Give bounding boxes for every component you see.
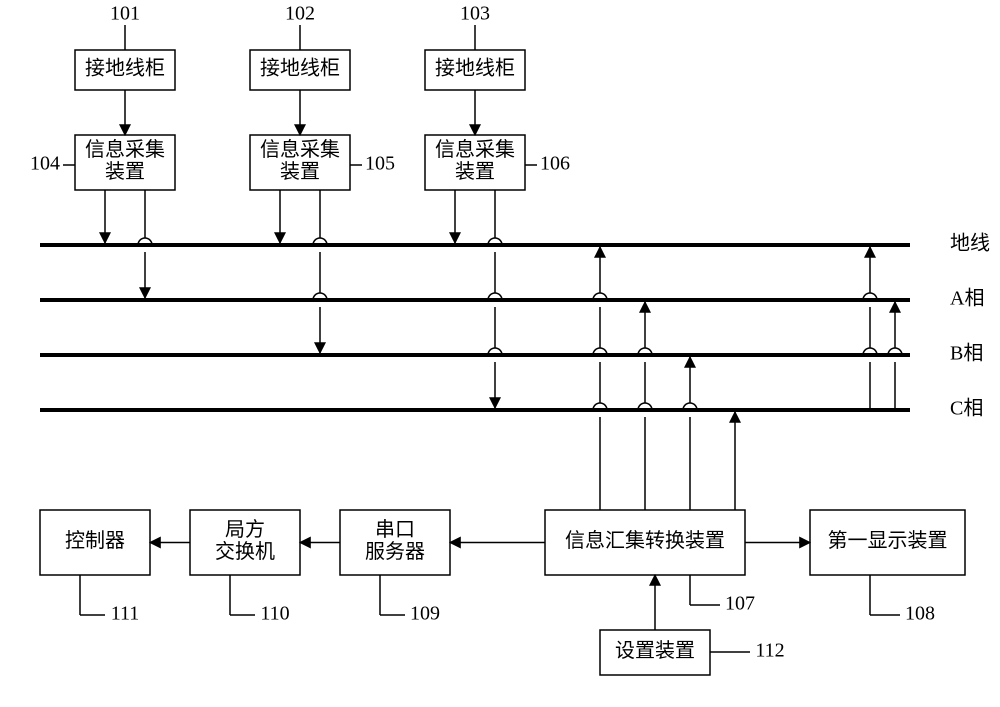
node-label: 接地线柜 bbox=[85, 57, 165, 80]
node-label: 第一显示装置 bbox=[828, 529, 948, 552]
bus-label: B相 bbox=[950, 342, 983, 365]
node-label: 接地线柜 bbox=[260, 57, 340, 80]
node-label: 局方 bbox=[225, 518, 265, 541]
ref-num: 102 bbox=[285, 3, 315, 25]
ref-num: 106 bbox=[540, 153, 570, 175]
ref-num: 110 bbox=[260, 603, 289, 625]
node-label: 信息采集 bbox=[85, 138, 165, 161]
ref-num: 109 bbox=[410, 603, 440, 625]
node-label: 服务器 bbox=[365, 540, 425, 563]
node-label: 装置 bbox=[280, 160, 320, 183]
node-label: 串口 bbox=[375, 518, 415, 541]
ref-num: 103 bbox=[460, 3, 490, 25]
ref-num: 107 bbox=[725, 593, 755, 615]
node-label: 装置 bbox=[455, 160, 495, 183]
node-label: 设置装置 bbox=[615, 639, 695, 662]
diagram-canvas: 地线A相B相C相接地线柜接地线柜接地线柜信息采集装置信息采集装置信息采集装置控制… bbox=[0, 0, 1000, 707]
ref-num: 108 bbox=[905, 603, 935, 625]
bus-label: C相 bbox=[950, 397, 983, 420]
node-label: 信息采集 bbox=[260, 138, 340, 161]
node-label: 接地线柜 bbox=[435, 57, 515, 80]
node-label: 交换机 bbox=[215, 540, 275, 563]
node-label: 信息采集 bbox=[435, 138, 515, 161]
ref-num: 105 bbox=[365, 153, 395, 175]
node-label: 装置 bbox=[105, 160, 145, 183]
ref-num: 112 bbox=[755, 640, 784, 662]
node-label: 控制器 bbox=[65, 529, 125, 552]
ref-num: 101 bbox=[110, 3, 140, 25]
node-label: 信息汇集转换装置 bbox=[565, 529, 725, 552]
bus-label: A相 bbox=[950, 287, 984, 310]
ref-num: 104 bbox=[30, 153, 60, 175]
ref-num: 111 bbox=[111, 603, 140, 625]
bus-label: 地线 bbox=[950, 232, 990, 255]
